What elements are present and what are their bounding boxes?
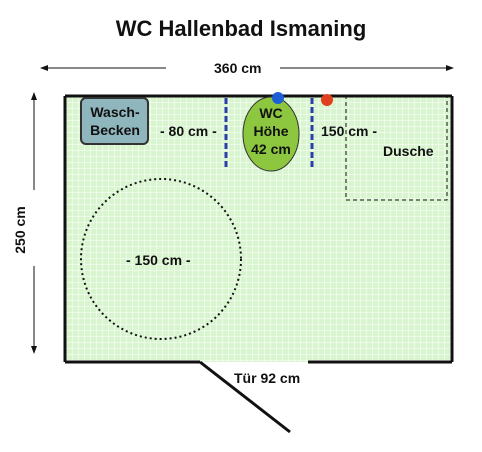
room-walls [63, 94, 454, 364]
height-dimension-arrow [31, 92, 37, 354]
sink-label: Wasch- Becken [86, 103, 144, 139]
turning-circle [80, 178, 242, 340]
flush-button-blue [272, 92, 284, 104]
sink-label-line2: Becken [90, 122, 140, 138]
toilet [242, 96, 300, 172]
shower-label: Dusche [383, 143, 434, 159]
sink-label-line1: Wasch- [90, 104, 140, 120]
emergency-button-red [321, 94, 333, 106]
gap-right-label: 150 cm - [321, 123, 378, 139]
width-label: 360 cm [214, 60, 262, 76]
wc-label-line2: Höhe [253, 123, 289, 139]
page-title: WC Hallenbad Ismaning [115, 16, 367, 41]
height-label: 250 cm [12, 206, 28, 254]
width-dimension-arrow [40, 65, 454, 71]
door-label: Tür 92 cm [234, 370, 301, 386]
door-leaf [199, 360, 291, 434]
wc-label-line1: WC [259, 105, 283, 121]
wc-label-line3: 42 cm [251, 141, 291, 157]
sink [80, 97, 149, 145]
shower-area [345, 96, 448, 201]
gap-left-label: - 80 cm - [160, 123, 217, 139]
turning-circle-label: - 150 cm - [126, 252, 191, 268]
wc-label: WC Höhe 42 cm [246, 104, 296, 158]
